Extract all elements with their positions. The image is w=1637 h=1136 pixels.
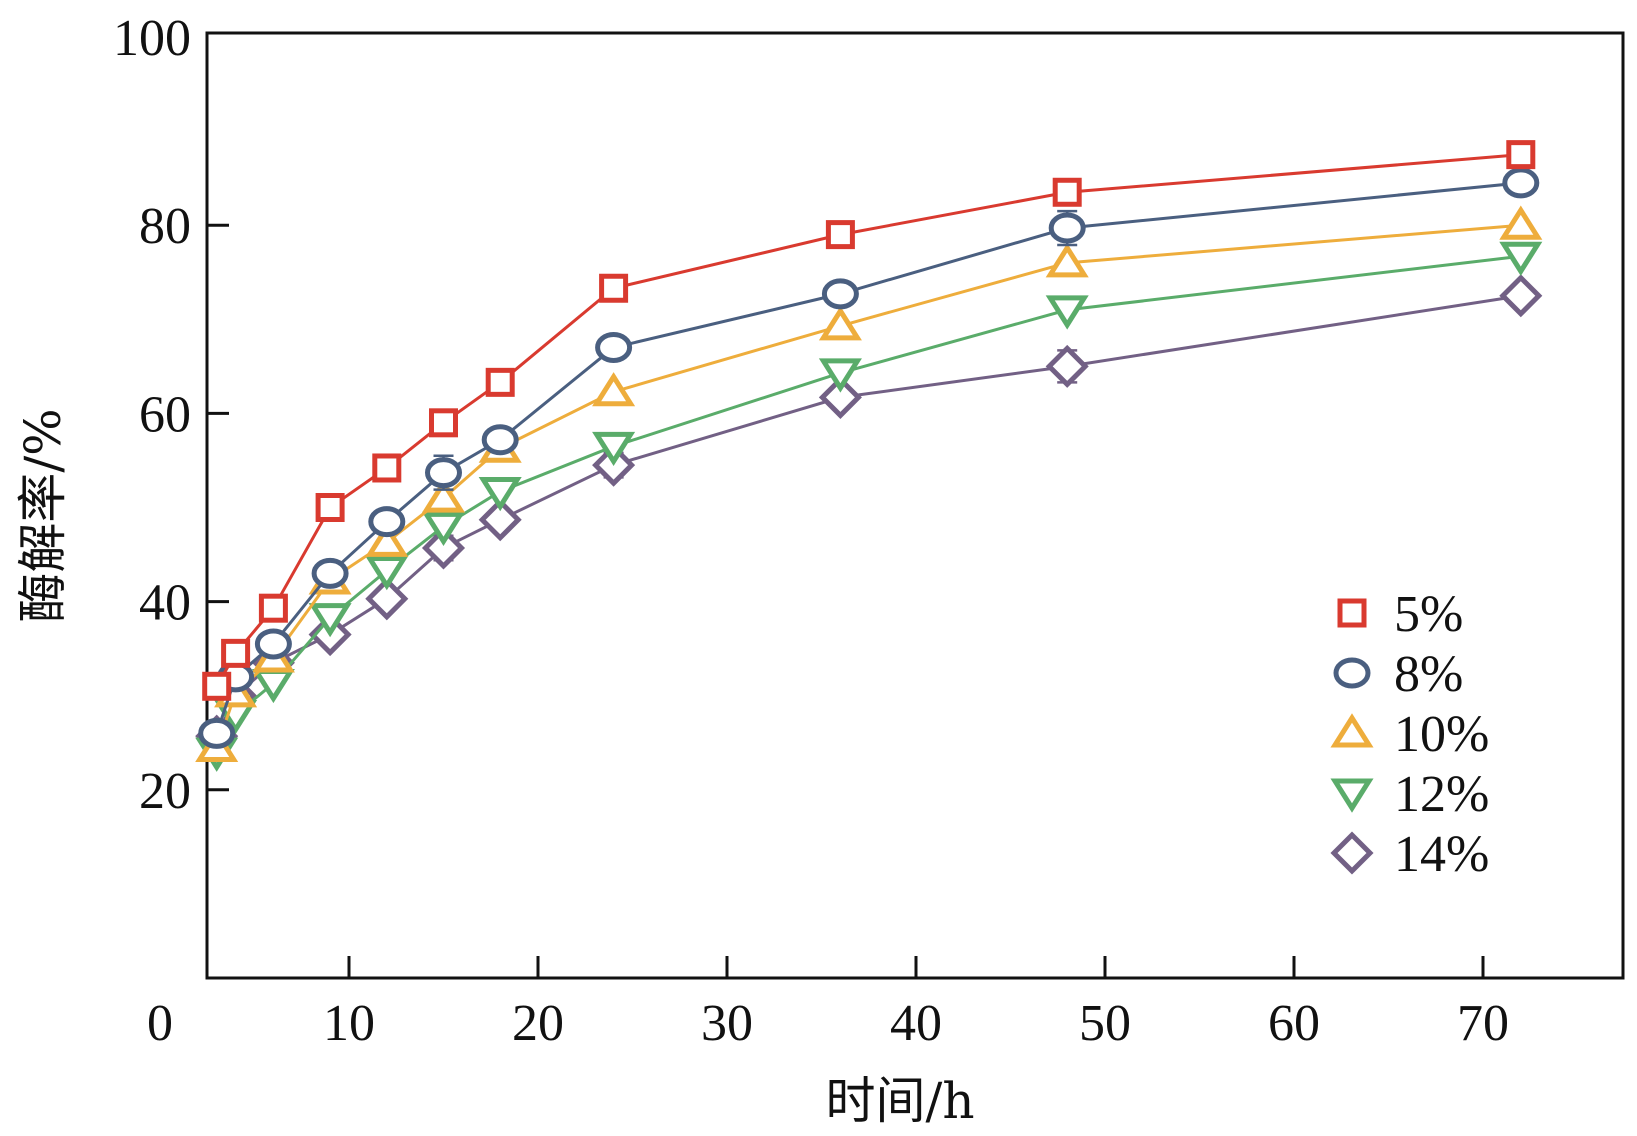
legend: 5%8%10%12%14%: [1330, 586, 1489, 883]
data-point: [365, 522, 409, 557]
data-point: [485, 367, 515, 397]
data-point: [1502, 167, 1540, 199]
legend-item: 10%: [1330, 706, 1489, 763]
data-point: [818, 358, 862, 393]
legend-label: 5%: [1394, 586, 1463, 643]
y-tick-label: 60: [139, 386, 191, 443]
y-tick-label: 40: [139, 575, 191, 632]
x-tick-label: 60: [1268, 995, 1320, 1052]
data-point: [592, 372, 636, 407]
data-point: [818, 306, 862, 341]
data-point: [429, 408, 458, 438]
legend-marker: [1333, 657, 1371, 689]
data-point: [372, 453, 402, 483]
data-point: [481, 424, 519, 456]
series-line: [215, 223, 1521, 748]
data-point: [821, 278, 859, 310]
legend-label: 10%: [1394, 706, 1489, 763]
data-point: [198, 717, 236, 749]
data-point: [221, 638, 251, 668]
data-point: [595, 332, 633, 364]
data-point: [1045, 344, 1089, 388]
data-point: [478, 498, 522, 542]
series-1: [202, 140, 1536, 701]
data-point: [1499, 205, 1543, 240]
legend-label: 12%: [1394, 766, 1489, 823]
legend-marker: [1330, 831, 1374, 875]
data-point: [592, 431, 636, 467]
data-point: [365, 556, 409, 591]
series-line: [215, 181, 1521, 734]
x-tick-label: 30: [701, 995, 753, 1052]
data-point: [421, 478, 466, 513]
data-point: [425, 457, 462, 489]
data-point: [599, 273, 629, 303]
x-tick-label: 0: [147, 995, 173, 1052]
series-line: [215, 254, 1521, 753]
x-tick-label: 50: [1079, 995, 1131, 1052]
series-line: [215, 294, 1522, 737]
legend-item: 8%: [1333, 646, 1463, 703]
y-tick-label: 100: [113, 10, 191, 67]
x-tick-label: 70: [1457, 995, 1509, 1052]
legend-item: 5%: [1337, 586, 1463, 643]
legend-item: 12%: [1330, 766, 1489, 823]
data-point: [258, 593, 288, 623]
x-tick-label: 10: [323, 995, 375, 1052]
legend-label: 8%: [1394, 646, 1463, 703]
series-line: [215, 153, 1521, 688]
axes: 0 10 20 30 40 50 60 70 20 40 60 80 100: [113, 10, 1509, 1052]
legend-marker: [1330, 713, 1374, 748]
data-point: [1499, 241, 1543, 276]
y-tick-label: 20: [139, 763, 191, 820]
data-point: [478, 477, 522, 512]
legend-item: 14%: [1330, 826, 1489, 883]
y-axis-title: 酶解率/%: [14, 408, 72, 622]
data-point: [421, 511, 466, 547]
series-4: [195, 241, 1543, 772]
data-point: [818, 375, 862, 419]
data-point: [1052, 177, 1082, 207]
legend-marker: [1330, 778, 1374, 813]
data-point: [1045, 243, 1089, 278]
data-point: [825, 220, 855, 250]
data-point: [421, 526, 466, 570]
data-point: [202, 671, 232, 701]
data-point: [308, 603, 352, 638]
data-point: [315, 493, 345, 522]
series-layer: [195, 140, 1543, 772]
data-point: [1045, 295, 1089, 330]
data-point: [368, 506, 406, 538]
x-axis-title: 时间/h: [825, 1072, 974, 1130]
legend-marker: [1337, 598, 1367, 628]
legend-label: 14%: [1394, 826, 1489, 883]
x-tick-label: 20: [512, 995, 564, 1052]
data-point: [1499, 274, 1543, 318]
data-point: [365, 577, 409, 621]
data-point: [254, 628, 292, 660]
y-tick-label: 80: [139, 198, 191, 255]
data-point: [311, 557, 349, 589]
data-point: [1048, 212, 1086, 244]
data-point: [1506, 140, 1536, 170]
x-tick-label: 40: [890, 995, 942, 1052]
